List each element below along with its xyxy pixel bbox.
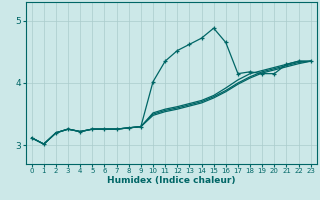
X-axis label: Humidex (Indice chaleur): Humidex (Indice chaleur) xyxy=(107,176,236,185)
